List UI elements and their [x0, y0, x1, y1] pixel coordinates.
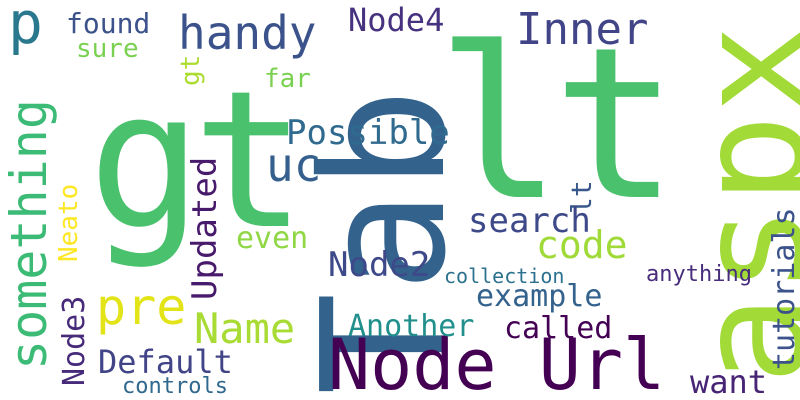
word-inner: Inner	[516, 4, 649, 55]
word-neato: Neato	[54, 183, 84, 262]
word-name: Name	[194, 304, 296, 353]
word-p: p	[8, 0, 43, 57]
word-node-url: Node Url	[328, 324, 666, 400]
word-found: found	[66, 7, 151, 40]
word-node3: Node3	[57, 295, 92, 386]
word-tutorials: tutorials	[767, 207, 800, 370]
word-lt-large: lt	[436, 2, 679, 247]
word-something: something	[0, 99, 58, 370]
word-another: Another	[348, 309, 475, 344]
word-code: code	[536, 223, 628, 267]
word-controls: controls	[122, 374, 228, 399]
word-far: far	[264, 64, 311, 94]
word-updated: Updated	[185, 156, 225, 300]
word-anything: anything	[646, 262, 752, 287]
word-uc: uc	[266, 138, 322, 192]
word-default: Default	[98, 343, 233, 381]
word-sure: sure	[76, 34, 139, 64]
word-possible: Possible	[286, 113, 450, 153]
word-search: search	[468, 201, 591, 241]
word-pre: pre	[96, 278, 187, 336]
word-example: example	[476, 279, 603, 314]
word-collection: collection	[444, 264, 565, 288]
word-node2: Node2	[328, 245, 431, 285]
word-handy: handy	[178, 6, 317, 60]
word-even: even	[236, 221, 309, 256]
word-want: want	[690, 363, 768, 400]
word-gt-large: gt	[88, 50, 307, 271]
word-node4: Node4	[348, 1, 445, 39]
word-called: called	[504, 311, 613, 346]
word-gt-small: gt	[176, 54, 206, 86]
